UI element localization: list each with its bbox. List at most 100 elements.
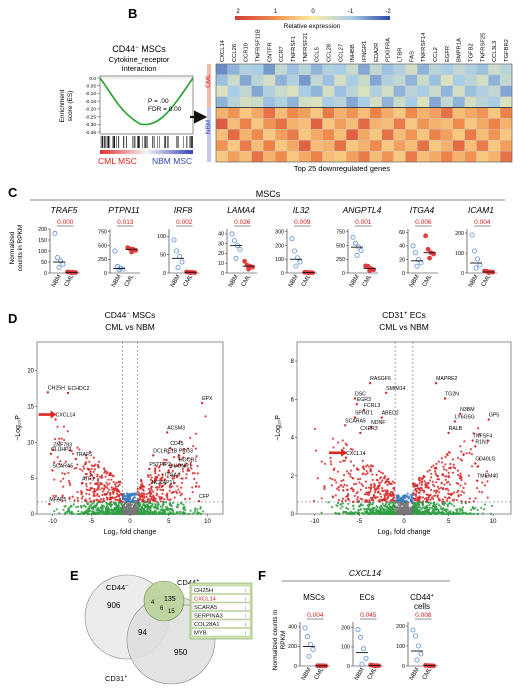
volcano-point — [457, 473, 460, 477]
heatmap-cell — [488, 74, 501, 86]
volcano-highlight-point — [362, 408, 366, 412]
volcano-point — [77, 505, 80, 508]
volcano-highlight-point — [353, 397, 357, 400]
volcano-point — [368, 503, 371, 506]
volcano-point — [489, 512, 493, 516]
volcano-point — [427, 494, 430, 497]
volcano-highlight-point — [49, 452, 53, 456]
volcano-point — [448, 483, 452, 486]
dotplot-p-value: 0.000 — [57, 219, 74, 226]
volcano-point — [390, 499, 394, 502]
heatmap-frame — [215, 63, 513, 163]
gsea-y-tick-label: -0.35 — [85, 130, 96, 136]
volcano-point — [189, 436, 192, 439]
heatmap-cell — [275, 107, 288, 119]
volcano-point — [89, 477, 92, 481]
volcano-point — [184, 498, 187, 501]
volcano-point — [420, 487, 423, 490]
heatmap-cell — [464, 129, 477, 141]
volcano-point — [343, 459, 347, 462]
volcano-point — [128, 503, 132, 506]
dotplot-point-cml — [129, 249, 134, 255]
volcano-point — [136, 487, 139, 491]
volcano-point — [435, 502, 438, 506]
volcano-point — [459, 508, 463, 512]
heatmap-gene-label: CCL3L3 — [492, 41, 498, 62]
volcano-point — [157, 473, 160, 477]
heatmap-cell — [227, 129, 240, 141]
colorbar-tick-label: 0 — [311, 9, 315, 15]
volcano-point — [426, 506, 429, 509]
volcano-point — [412, 485, 415, 488]
volcano-point — [348, 512, 351, 516]
volcano-point — [381, 487, 384, 490]
volcano-point — [89, 487, 92, 490]
venn-gene-direction: ↓ — [244, 622, 247, 628]
volcano-point — [417, 511, 420, 514]
heatmap-cell — [369, 85, 382, 97]
venn-gene-name: SCARA5 — [194, 605, 217, 611]
heatmap-caption: Top 25 downregulated genes — [294, 164, 391, 173]
volcano-point — [442, 473, 445, 476]
volcano-point — [86, 502, 90, 506]
volcano-point — [55, 508, 58, 511]
heatmap-cell — [334, 129, 347, 141]
volcano-point — [80, 506, 83, 509]
volcano-point — [336, 512, 339, 515]
volcano-point — [120, 502, 123, 505]
volcano-point — [68, 465, 71, 468]
volcano-point — [434, 505, 438, 508]
heatmap-cell — [239, 96, 252, 108]
heatmap-cell — [369, 118, 382, 130]
heatmap-cell — [298, 140, 311, 152]
dotplot-point-nbm — [471, 248, 477, 254]
heatmap-cell — [322, 85, 335, 97]
heatmap-cell — [275, 85, 288, 97]
volcano-highlight-point — [474, 462, 477, 465]
dotplot-gene-title: IRF8 — [174, 205, 193, 215]
heatmap-cell — [263, 107, 276, 119]
volcano-point — [170, 507, 174, 511]
dotplot-x-label: CML — [367, 666, 379, 681]
volcano-point — [357, 468, 360, 471]
volcano-point — [366, 472, 369, 475]
volcano-point — [486, 480, 489, 483]
volcano-point — [95, 508, 98, 512]
volcano-point — [92, 492, 96, 496]
dotplot-gene-title: TRAF5 — [51, 205, 78, 215]
volcano-point — [446, 499, 449, 502]
volcano-point — [118, 483, 121, 487]
volcano-point — [112, 487, 115, 490]
volcano-point — [166, 497, 169, 500]
volcano-point — [416, 498, 419, 501]
heatmap-cell — [263, 63, 276, 76]
volcano-gene-label: CXCL14 — [346, 451, 366, 457]
heatmap-gene-label: BMPR1A — [457, 38, 463, 62]
volcano-point — [112, 480, 115, 484]
volcano-point — [406, 503, 410, 506]
dotplot-p-value: 0.026 — [234, 219, 251, 226]
heatmap-cell — [357, 74, 371, 86]
volcano-point — [452, 463, 455, 466]
volcano-point — [195, 481, 198, 484]
volcano-point — [352, 477, 355, 480]
heatmap-gene-labels: CXCL14 CCL26 CCR10 TNFRSF11B CNTFR CCR7 TNFRSF… — [220, 29, 510, 62]
heatmap-cell — [357, 129, 371, 141]
dotplot-gene-title: PTPN11 — [108, 205, 140, 215]
volcano-point — [104, 511, 107, 514]
volcano-point — [320, 497, 323, 500]
volcano-point — [312, 500, 316, 503]
heatmap-cell — [346, 129, 359, 141]
volcano-point — [336, 501, 340, 505]
volcano-point — [419, 512, 422, 515]
volcano-point — [166, 507, 170, 511]
dotplot-point-nbm — [410, 627, 416, 633]
volcano-point — [384, 475, 387, 478]
volcano-point — [87, 468, 90, 471]
volcano-point — [427, 496, 431, 499]
heatmap-cell — [452, 85, 465, 97]
volcano-point — [93, 487, 96, 490]
volcano-point — [109, 501, 112, 504]
volcano-point — [146, 498, 149, 501]
volcano-point — [376, 479, 379, 482]
